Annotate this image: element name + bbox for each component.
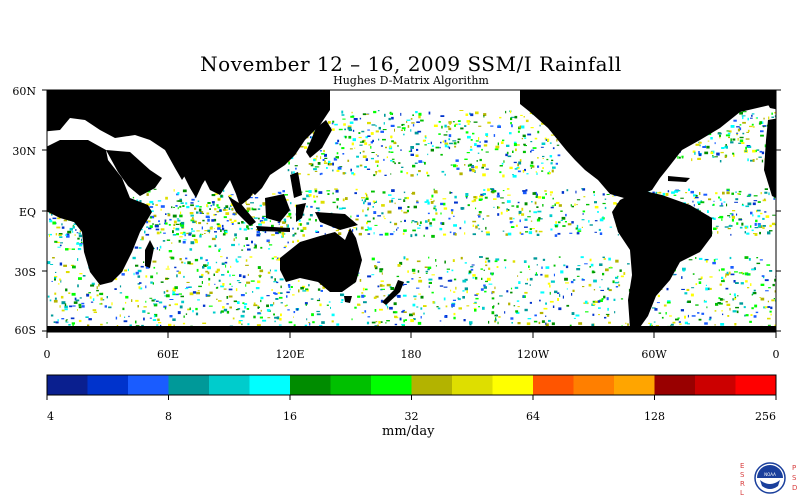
latitude-axis — [42, 89, 781, 332]
land-layer — [47, 90, 776, 332]
colorbar-ticks: 4 8 16 32 64 128 256 — [46, 395, 777, 423]
tasmania-landmass — [344, 296, 352, 303]
colorbar-swatch — [209, 375, 250, 395]
antarctica-landmass — [47, 326, 776, 332]
colorbar-swatch — [695, 375, 736, 395]
colorbar-swatch — [614, 375, 655, 395]
sumatra-landmass — [228, 196, 256, 226]
lon-label-0: 0 — [44, 348, 51, 361]
lon-label-60e: 60E — [157, 348, 179, 361]
eurasia-landmass — [47, 90, 330, 195]
colorbar-unit-label: mm/day — [382, 424, 435, 439]
lon-label-0-end: 0 — [773, 348, 780, 361]
esrl-letter-1: E — [740, 462, 744, 470]
colorbar-tick-label: 64 — [526, 410, 540, 423]
colorbar-swatch — [371, 375, 412, 395]
java-landmass — [256, 226, 290, 232]
page-subtitle: Hughes D-Matrix Algorithm — [333, 74, 489, 87]
colorbar-swatch — [128, 375, 169, 395]
lat-label-eq: EQ — [19, 206, 36, 219]
lat-label-60n: 60N — [12, 85, 36, 98]
lat-label-30n: 30N — [12, 145, 36, 158]
japan-landmass — [306, 120, 332, 158]
colorbar-tick-label: 256 — [755, 410, 776, 423]
lon-label-120e: 120E — [275, 348, 304, 361]
colorbar-swatch — [87, 375, 129, 395]
psd-letter-1: P — [792, 464, 796, 472]
esrl-letter-3: R — [740, 480, 745, 488]
colorbar-tick-label: 32 — [405, 410, 419, 423]
colorbar-tick-label: 16 — [283, 410, 297, 423]
europe-edge-landmass — [764, 118, 776, 198]
noaa-logo: E S R L NOAA P S D — [734, 458, 800, 500]
colorbar-swatch — [411, 375, 453, 395]
psd-letter-3: D — [792, 484, 797, 492]
new-zealand-landmass — [382, 280, 404, 305]
cuba-landmass — [668, 176, 690, 182]
south-america-landmass — [612, 190, 712, 330]
noaa-seal-bird — [760, 480, 780, 489]
colorbar-swatch — [573, 375, 615, 395]
lat-label-60s: 60S — [14, 324, 36, 337]
colorbar-tick-label: 4 — [47, 410, 54, 423]
noaa-seal-sky — [757, 465, 783, 478]
lon-label-60w: 60W — [641, 348, 667, 361]
colorbar-swatch — [168, 375, 210, 395]
colorbar-swatch — [290, 375, 331, 395]
esrl-letter-4: L — [740, 489, 744, 497]
arabia-landmass — [106, 150, 162, 196]
esrl-letter-2: S — [740, 471, 745, 479]
colorbar-swatch — [533, 375, 574, 395]
colorbar-swatch — [654, 375, 696, 395]
sulawesi-landmass — [296, 203, 306, 222]
africa-landmass — [47, 140, 152, 285]
australia-landmass — [280, 228, 362, 292]
colorbar-swatch — [492, 375, 534, 395]
greenland-landmass — [760, 90, 776, 110]
colorbar-swatch — [47, 375, 88, 395]
colorbar-swatch — [735, 375, 777, 395]
new-guinea-landmass — [315, 212, 358, 230]
lon-label-120w: 120W — [517, 348, 550, 361]
north-america-landmass — [520, 90, 770, 198]
longitude-axis — [46, 332, 777, 338]
lat-label-30s: 30S — [14, 266, 36, 279]
colorbar-swatch — [452, 375, 493, 395]
colorbar-tick-label: 8 — [165, 410, 172, 423]
philippines-landmass — [290, 172, 302, 198]
psd-letter-2: S — [792, 474, 797, 482]
page-title: November 12 – 16, 2009 SSM/I Rainfall — [200, 52, 622, 76]
lon-label-180: 180 — [401, 348, 422, 361]
colorbar-swatch — [249, 375, 291, 395]
colorbar-tick-label: 128 — [644, 410, 665, 423]
indochina-landmass — [228, 168, 258, 206]
madagascar-landmass — [145, 240, 154, 268]
borneo-landmass — [265, 194, 290, 222]
india-landmass — [175, 160, 210, 198]
colorbar-swatch — [330, 375, 372, 395]
colorbar — [47, 375, 777, 395]
noaa-seal-text: NOAA — [764, 472, 776, 477]
